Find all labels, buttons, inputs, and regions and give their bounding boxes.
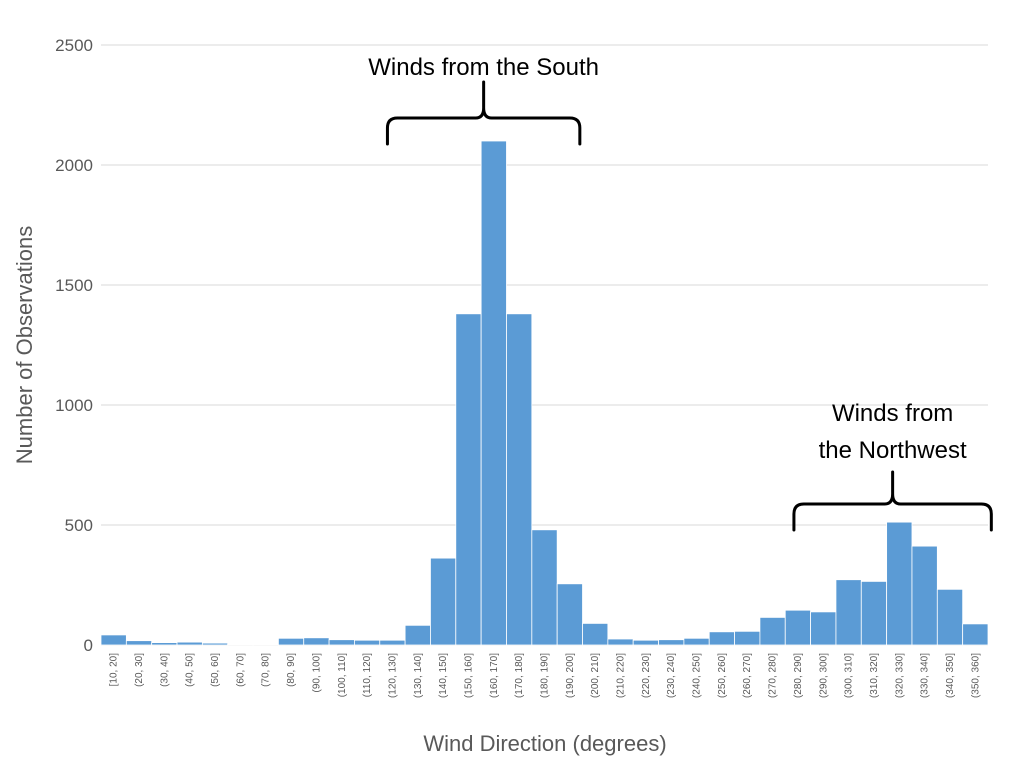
bar: [176, 641, 203, 646]
x-tick-label: (280, 290]: [793, 653, 804, 698]
annotation-brace: [792, 470, 993, 532]
bar: [100, 634, 127, 646]
bar: [708, 631, 735, 646]
x-tick-label: [10, 20]: [109, 653, 120, 687]
x-tick-label: (250, 260]: [717, 653, 728, 698]
annotations: Winds from the South Winds from the Northw…: [368, 54, 993, 532]
bars: [100, 140, 989, 646]
bar: [531, 529, 558, 646]
x-tick-label: (310, 320]: [869, 653, 880, 698]
x-tick-label: (30, 40]: [159, 653, 170, 687]
bar: [810, 611, 837, 646]
x-tick-label: (210, 220]: [616, 653, 627, 698]
bar: [835, 579, 862, 646]
bar: [227, 643, 254, 646]
y-tick-label: 2000: [55, 156, 93, 175]
x-tick-label: (140, 150]: [438, 653, 449, 698]
bar: [556, 583, 583, 646]
bar: [759, 617, 786, 646]
bar: [734, 630, 761, 646]
x-tick-label: (90, 100]: [311, 653, 322, 693]
x-tick-label: (270, 280]: [768, 653, 779, 698]
bar: [430, 557, 457, 646]
x-tick-label: (70, 80]: [261, 653, 272, 687]
bar: [455, 313, 482, 646]
bar: [582, 623, 609, 646]
bar: [303, 637, 330, 646]
x-tick-label: (290, 300]: [818, 653, 829, 698]
x-tick-label: (240, 250]: [692, 653, 703, 698]
annotation-text: Winds from the South: [368, 54, 599, 81]
bar: [328, 639, 355, 646]
x-tick-label: (40, 50]: [185, 653, 196, 687]
x-tick-label: (120, 130]: [387, 653, 398, 698]
bar: [784, 609, 811, 646]
bar: [658, 639, 685, 646]
x-tick-label: (320, 330]: [894, 653, 905, 698]
x-tick-label: (300, 310]: [844, 653, 855, 698]
bar: [252, 643, 279, 646]
annotation-text: Winds from: [832, 400, 953, 427]
bar: [201, 642, 229, 646]
y-tick-label: 1500: [55, 276, 93, 295]
bar: [379, 639, 406, 646]
x-tick-label: (110, 120]: [362, 653, 373, 698]
bar: [886, 521, 913, 646]
x-tick-label: (160, 170]: [489, 653, 500, 698]
bar: [962, 623, 989, 646]
x-tick-label: (340, 350]: [945, 653, 956, 698]
bar: [860, 581, 888, 646]
bar: [607, 638, 634, 646]
x-tick-label: (190, 200]: [565, 653, 576, 698]
x-tick-label: (200, 210]: [590, 653, 601, 698]
y-axis-title: Number of Observations: [12, 226, 37, 464]
y-tick-label: 500: [65, 516, 93, 535]
x-tick-label: (50, 60]: [210, 653, 221, 687]
bar: [911, 545, 938, 646]
bar: [125, 640, 153, 646]
x-tick-label: (100, 110]: [337, 653, 348, 698]
x-tick-label: (60, 70]: [235, 653, 246, 687]
x-axis-title: Wind Direction (degrees): [423, 731, 666, 756]
x-tick-label: (150, 160]: [463, 653, 474, 698]
x-tick-label: (220, 230]: [641, 653, 652, 698]
y-tick-label: 2500: [55, 36, 93, 55]
x-tick-label: (130, 140]: [413, 653, 424, 698]
bar: [151, 642, 178, 646]
bar: [506, 313, 533, 646]
bar: [683, 637, 710, 646]
bar: [936, 588, 964, 646]
x-tick-label: (260, 270]: [742, 653, 753, 698]
bar: [632, 639, 659, 646]
x-tick-label: (180, 190]: [540, 653, 551, 698]
y-tick-label: 1000: [55, 396, 93, 415]
axes: 0 500 1000 1500 2000 2500 [10, 20] (20, 30] (30,…: [55, 36, 981, 698]
annotation-text: the Northwest: [819, 437, 967, 464]
x-tick-label: (20, 30]: [134, 653, 145, 687]
bar: [277, 637, 305, 646]
bar: [404, 624, 431, 646]
x-tick-label: (330, 340]: [920, 653, 931, 698]
x-tick-label: (170, 180]: [514, 653, 525, 698]
x-tick-label: (350, 360]: [970, 653, 981, 698]
x-tick-label: (80, 90]: [286, 653, 297, 687]
bar: [354, 639, 381, 646]
annotation-brace: [385, 80, 582, 146]
bar: [480, 140, 507, 646]
x-tick-label: (230, 240]: [666, 653, 677, 698]
y-tick-label: 0: [84, 636, 93, 655]
